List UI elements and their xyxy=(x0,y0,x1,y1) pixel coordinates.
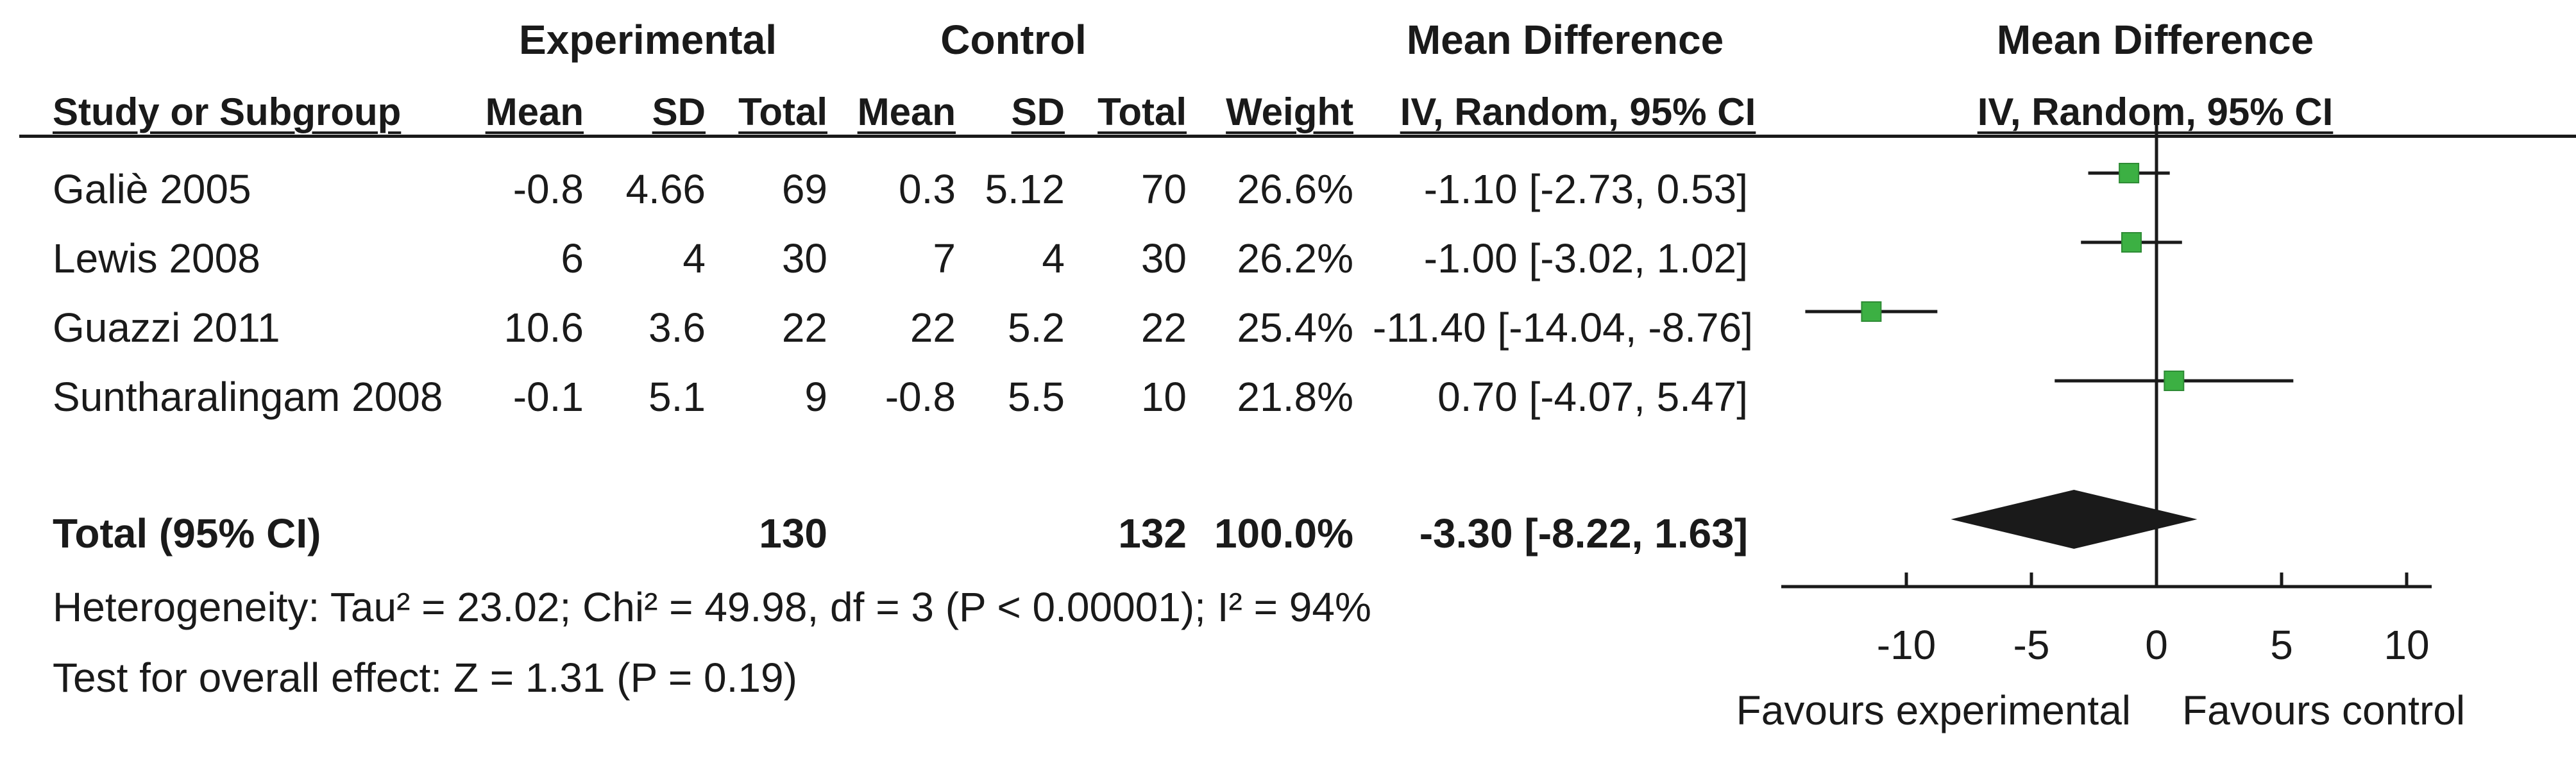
study-name: Suntharalingam 2008 xyxy=(53,374,443,420)
total-e: 9 xyxy=(804,374,827,420)
favours-experimental-label: Favours experimental xyxy=(1736,687,2131,733)
total-label: Total (95% CI) xyxy=(53,510,321,556)
mean-e: 6 xyxy=(561,235,584,281)
mean-difference-plot-header: Mean Difference xyxy=(1996,17,2314,63)
mean-c: 0.3 xyxy=(899,166,956,212)
sd-e-header: SD xyxy=(652,90,706,133)
total-c: 70 xyxy=(1140,166,1187,212)
ci-header: IV, Random, 95% CI xyxy=(1400,90,1756,133)
mean-c: -0.8 xyxy=(885,374,956,420)
x-tick-label: -10 xyxy=(1877,622,1936,668)
x-tick-label: 0 xyxy=(2145,622,2168,668)
weight: 26.2% xyxy=(1237,235,1353,281)
sd-c: 4 xyxy=(1042,235,1065,281)
mean-c-header: Mean xyxy=(857,90,956,133)
mean-c: 22 xyxy=(910,305,956,351)
weight: 26.6% xyxy=(1237,166,1353,212)
ci-value: -11.40 [-14.04, -8.76] xyxy=(1373,305,1753,351)
ci-value: -1.10 [-2.73, 0.53] xyxy=(1423,166,1748,212)
x-tick-label: 5 xyxy=(2270,622,2293,668)
mean-e: 10.6 xyxy=(504,305,584,351)
x-tick-label: 10 xyxy=(2384,622,2429,668)
study-column-header: Study or Subgroup xyxy=(53,90,402,133)
study-name: Guazzi 2011 xyxy=(53,305,280,351)
sd-c: 5.12 xyxy=(985,166,1065,212)
sd-e: 4.66 xyxy=(625,166,706,212)
study-marker xyxy=(2164,371,2185,391)
sd-c-header: SD xyxy=(1011,90,1065,133)
sd-c: 5.5 xyxy=(1008,374,1065,420)
mean-c: 7 xyxy=(933,235,956,281)
mean-e-header: Mean xyxy=(485,90,584,133)
total-ci: -3.30 [-8.22, 1.63] xyxy=(1419,510,1748,556)
study-marker xyxy=(2119,163,2140,183)
total-c: 10 xyxy=(1140,374,1187,420)
weight: 21.8% xyxy=(1237,374,1353,420)
sd-c: 5.2 xyxy=(1008,305,1065,351)
total-c-header: Total xyxy=(1097,90,1187,133)
pooled-diamond xyxy=(1951,490,2198,549)
sd-e: 4 xyxy=(682,235,706,281)
experimental-header: Experimental xyxy=(519,17,777,63)
ci-value: 0.70 [-4.07, 5.47] xyxy=(1437,374,1748,420)
sd-e: 5.1 xyxy=(648,374,706,420)
total-c: 22 xyxy=(1140,305,1187,351)
study-name: Lewis 2008 xyxy=(53,235,260,281)
mean-difference-header: Mean Difference xyxy=(1406,17,1724,63)
total-e-sum: 130 xyxy=(759,510,827,556)
overall-effect-text: Test for overall effect: Z = 1.31 (P = 0… xyxy=(53,655,797,701)
study-marker xyxy=(1861,301,1882,322)
mean-e: -0.1 xyxy=(513,374,584,420)
x-tick-label: -5 xyxy=(2013,622,2050,668)
weight: 25.4% xyxy=(1237,305,1353,351)
sd-e: 3.6 xyxy=(648,305,706,351)
total-c-sum: 132 xyxy=(1118,510,1187,556)
ci-value: -1.00 [-3.02, 1.02] xyxy=(1423,235,1748,281)
study-name: Galiè 2005 xyxy=(53,166,251,212)
total-weight: 100.0% xyxy=(1214,510,1353,556)
total-e-header: Total xyxy=(738,90,827,133)
study-marker xyxy=(2121,232,2142,253)
mean-e: -0.8 xyxy=(513,166,584,212)
total-e: 22 xyxy=(781,305,827,351)
total-c: 30 xyxy=(1140,235,1187,281)
header-rule xyxy=(19,135,2576,138)
favours-control-label: Favours control xyxy=(2182,687,2465,733)
total-e: 30 xyxy=(781,235,827,281)
weight-header: Weight xyxy=(1226,90,1353,133)
total-e: 69 xyxy=(781,166,827,212)
control-header: Control xyxy=(940,17,1087,63)
heterogeneity-text: Heterogeneity: Tau² = 23.02; Chi² = 49.9… xyxy=(53,584,1371,630)
